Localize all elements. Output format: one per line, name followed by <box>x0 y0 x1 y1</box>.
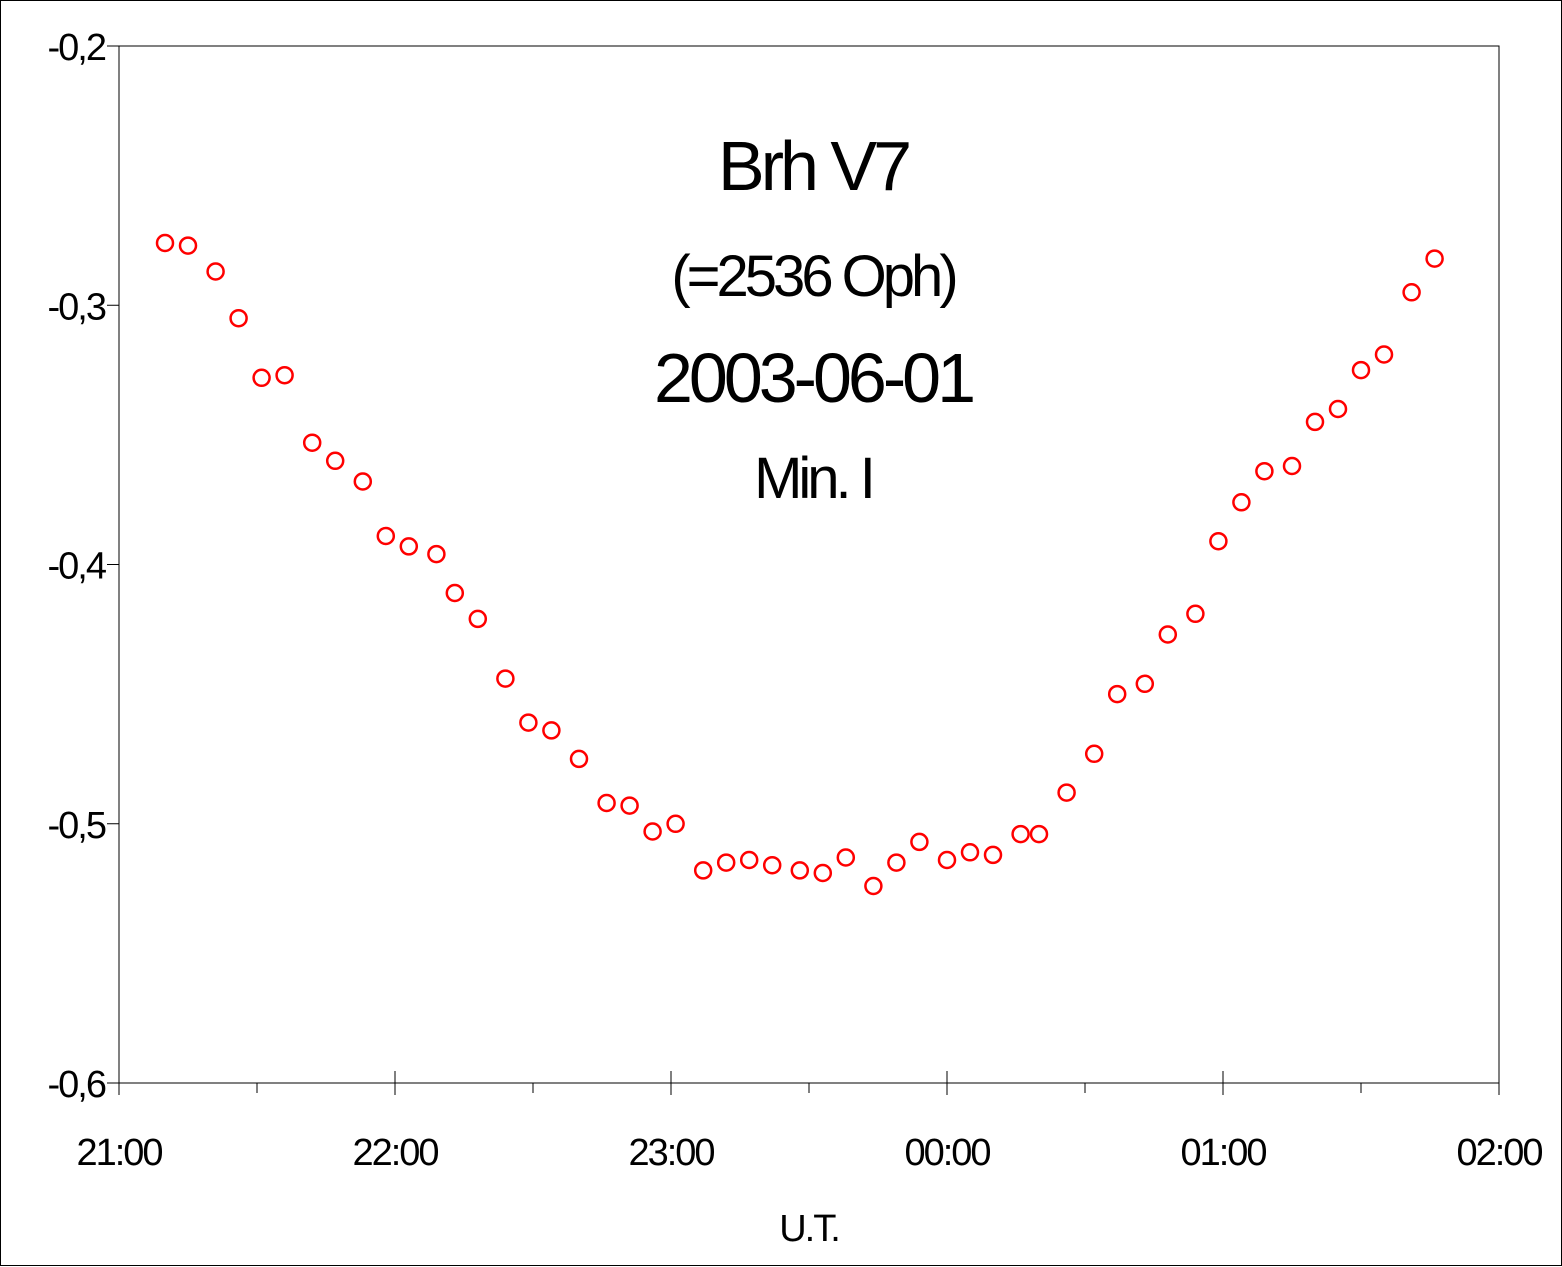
data-point <box>1328 399 1348 419</box>
y-tick-label: -0,3 <box>48 286 106 328</box>
data-point <box>739 850 759 870</box>
data-point <box>1107 684 1127 704</box>
data-point <box>325 451 345 471</box>
y-tick-label: -0,6 <box>48 1064 106 1106</box>
data-point <box>864 876 883 896</box>
data-point <box>496 669 515 688</box>
title-line-1: Brh V7 <box>718 127 909 205</box>
data-point <box>229 308 248 328</box>
data-point <box>1135 674 1155 694</box>
x-tick-label: 22:00 <box>352 1132 438 1174</box>
data-point <box>542 721 561 740</box>
data-point <box>1305 412 1325 432</box>
data-point <box>376 526 396 546</box>
title-line-3: 2003-06-01 <box>654 339 973 417</box>
data-point <box>813 863 833 883</box>
data-point <box>1209 531 1228 551</box>
data-point <box>1255 461 1274 481</box>
data-point <box>693 861 713 880</box>
data-point <box>519 713 538 732</box>
data-point <box>937 850 957 870</box>
data-point <box>910 832 929 852</box>
data-point <box>620 796 639 815</box>
data-point <box>666 814 685 834</box>
data-point <box>1402 283 1421 302</box>
data-point <box>155 233 175 253</box>
x-tick-label: 00:00 <box>904 1132 990 1174</box>
data-point <box>1282 456 1302 476</box>
axes-layer: 21:00 22:00 23:00 00:00 01:00 02:00 -0,2 -0,3 -0… <box>48 27 1545 1174</box>
data-point <box>353 472 373 491</box>
data-point <box>399 537 419 556</box>
data-point <box>762 855 782 875</box>
data-point <box>960 843 980 862</box>
x-tick-label: 21:00 <box>76 1132 162 1174</box>
data-point <box>597 793 616 813</box>
x-tick-label: 23:00 <box>628 1132 714 1174</box>
chart-title: Brh V7 (=2536 Oph) 2003-06-01 Min. I <box>654 127 977 511</box>
title-line-4: Min. I <box>754 446 872 511</box>
data-point <box>427 544 446 564</box>
data-point <box>836 848 856 867</box>
data-point <box>275 365 294 385</box>
data-point <box>1186 604 1205 624</box>
data-point <box>445 583 465 603</box>
data-points <box>155 233 1444 896</box>
data-point <box>302 433 322 452</box>
data-point <box>569 749 589 769</box>
data-point <box>252 368 271 388</box>
data-point <box>887 853 906 872</box>
data-point <box>1351 360 1371 380</box>
data-point <box>1425 249 1444 268</box>
title-line-2: (=2536 Oph) <box>671 244 955 309</box>
x-tick-label: 01:00 <box>1180 1132 1266 1174</box>
data-point <box>1374 345 1394 364</box>
data-point <box>206 262 225 281</box>
data-point <box>1084 744 1104 764</box>
data-point <box>790 861 810 880</box>
data-point <box>468 609 488 629</box>
data-point <box>643 822 662 841</box>
data-point <box>178 236 198 255</box>
x-tick-label: 02:00 <box>1456 1132 1542 1174</box>
data-point <box>1057 783 1076 802</box>
y-tick-label: -0,5 <box>48 805 106 847</box>
y-tick-label: -0,2 <box>48 27 106 69</box>
data-point <box>1029 824 1049 844</box>
data-point <box>1011 824 1030 844</box>
data-point <box>1232 493 1251 512</box>
data-point <box>1158 625 1178 644</box>
plot-area <box>118 45 1500 1084</box>
data-point <box>983 845 1003 865</box>
data-point <box>716 853 736 872</box>
y-tick-label: -0,4 <box>48 546 107 588</box>
x-axis-title: U.T. <box>779 1208 839 1250</box>
